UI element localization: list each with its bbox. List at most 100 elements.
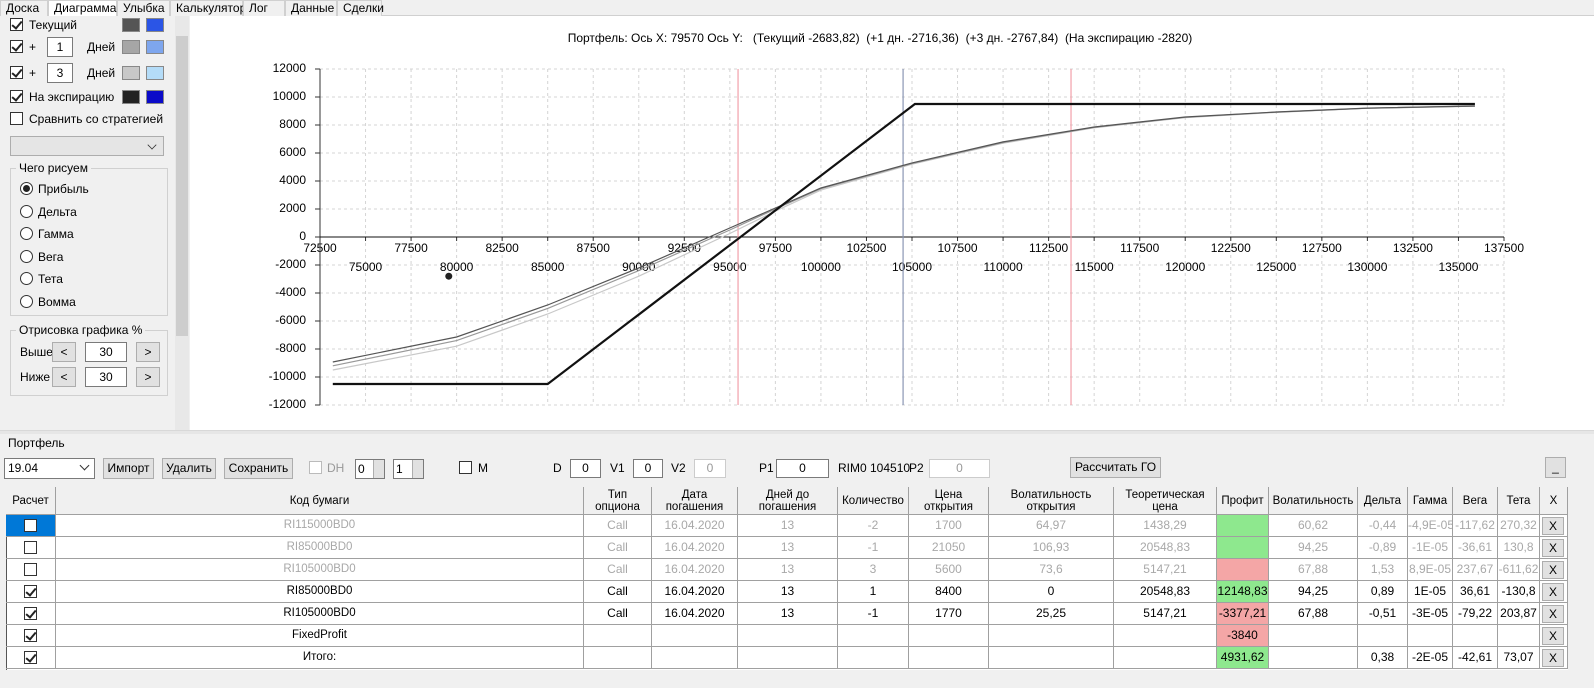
radio[interactable] [20, 182, 33, 195]
color-swatch[interactable] [146, 66, 164, 80]
y-tick-label: 2000 [279, 201, 306, 215]
radio[interactable] [20, 227, 33, 240]
x-tick-label: 132500 [1393, 241, 1433, 255]
increase-button[interactable]: > [136, 367, 160, 387]
checkbox[interactable] [459, 461, 472, 474]
table-cell: 0,38 [1358, 647, 1408, 669]
range-input[interactable]: 30 [85, 367, 127, 387]
tab[interactable]: Данные [285, 0, 337, 16]
delete-cell [1540, 515, 1568, 537]
days-input[interactable]: 1 [47, 37, 73, 57]
calc-cell [6, 625, 56, 647]
field-input[interactable]: 0 [776, 459, 829, 478]
tab[interactable]: Улыбка [117, 0, 170, 16]
delete-row-button[interactable]: X [1542, 583, 1564, 601]
days-unit: Дней [87, 66, 116, 80]
delete-row-button[interactable]: X [1542, 561, 1564, 579]
tab[interactable]: Диаграмма [48, 0, 117, 16]
portfolio-select[interactable]: 19.04 [4, 458, 95, 479]
y-tick-label: 10000 [273, 89, 307, 103]
field-input[interactable]: 0 [570, 459, 601, 478]
table-cell: 20548,83 [1114, 581, 1217, 603]
checkbox[interactable] [24, 607, 37, 620]
delete-row-button[interactable]: X [1542, 649, 1564, 667]
scrollbar-thumb[interactable] [176, 36, 188, 336]
checkbox[interactable] [24, 541, 37, 554]
minimize-button[interactable]: _ [1545, 457, 1566, 478]
tab[interactable]: Доска [0, 0, 48, 16]
radio[interactable] [20, 294, 33, 308]
table-cell: -0,44 [1358, 515, 1408, 537]
table-cell [1269, 647, 1358, 669]
delete-row-button[interactable]: X [1542, 627, 1564, 645]
calc-button[interactable]: Рассчитать ГО [1070, 457, 1161, 478]
checkbox[interactable] [10, 18, 23, 31]
table-cell: 8,9E-05 [1408, 559, 1453, 581]
column-header: Код бумаги [56, 487, 584, 515]
color-swatch[interactable] [122, 66, 140, 80]
color-swatch[interactable] [122, 90, 140, 104]
x-tick-label: 110000 [983, 260, 1022, 274]
delete-row-button[interactable]: X [1542, 539, 1564, 557]
tab[interactable]: Калькулятор [170, 0, 246, 16]
column-header: Вега [1453, 487, 1498, 515]
column-header: X [1540, 487, 1568, 515]
checkbox[interactable] [24, 563, 37, 576]
checkbox[interactable] [309, 461, 322, 474]
table-cell: 16.04.2020 [652, 603, 738, 625]
toolbar-button[interactable]: Удалить [162, 458, 216, 479]
delete-row-button[interactable]: X [1542, 605, 1564, 623]
tab[interactable]: Сделки [337, 0, 384, 16]
color-swatch[interactable] [146, 90, 164, 104]
table-cell [1114, 647, 1217, 669]
checkbox[interactable] [24, 585, 37, 598]
table-cell: 64,97 [989, 515, 1114, 537]
table-cell [584, 647, 652, 669]
checkbox[interactable] [10, 40, 23, 53]
radio[interactable] [20, 272, 33, 285]
table-cell: Итого: [56, 647, 584, 669]
field-input[interactable]: 0 [929, 459, 990, 478]
x-tick-label: 112500 [1029, 241, 1068, 255]
radio[interactable] [20, 204, 33, 218]
delete-row-button[interactable]: X [1542, 517, 1564, 535]
table-cell: RI105000BD0 [56, 603, 584, 625]
color-swatch[interactable] [146, 18, 164, 32]
checkbox[interactable] [24, 651, 37, 664]
checkbox[interactable] [10, 90, 23, 103]
decrease-button[interactable]: < [52, 367, 76, 387]
splitter [0, 430, 1594, 434]
checkbox[interactable] [10, 66, 23, 79]
profit-cell: 4931,62 [1217, 647, 1269, 669]
radio[interactable] [20, 249, 33, 263]
checkbox[interactable] [10, 112, 23, 125]
checkbox[interactable] [24, 629, 37, 642]
column-header: Расчет [6, 487, 56, 515]
toolbar-button[interactable]: Импорт [103, 458, 154, 479]
field-input[interactable]: 0 [633, 459, 663, 478]
table-cell: FixedProfit [56, 625, 584, 647]
x-tick-label: 122500 [1211, 241, 1251, 255]
increase-button[interactable]: > [136, 342, 160, 362]
strategy-dropdown[interactable] [10, 136, 164, 156]
table-cell [838, 625, 909, 647]
color-swatch[interactable] [122, 40, 140, 54]
days-unit: Дней [87, 40, 116, 54]
color-swatch[interactable] [146, 40, 164, 54]
column-header: Теоретическая цена [1114, 487, 1217, 515]
delete-cell [1540, 647, 1568, 669]
days-input[interactable]: 3 [47, 63, 73, 83]
color-swatch[interactable] [122, 18, 140, 32]
checkbox[interactable] [24, 519, 37, 532]
table-cell: 5147,21 [1114, 603, 1217, 625]
y-tick-label: 12000 [273, 61, 307, 75]
table-cell [652, 625, 738, 647]
tab[interactable]: Лог [243, 0, 285, 16]
field-input[interactable]: 0 [694, 459, 726, 478]
decrease-button[interactable]: < [52, 342, 76, 362]
x-tick-label: 77500 [394, 241, 428, 255]
x-tick-label: 130000 [1347, 260, 1387, 274]
table-cell [584, 625, 652, 647]
range-input[interactable]: 30 [85, 342, 127, 362]
toolbar-button[interactable]: Сохранить [224, 458, 293, 479]
